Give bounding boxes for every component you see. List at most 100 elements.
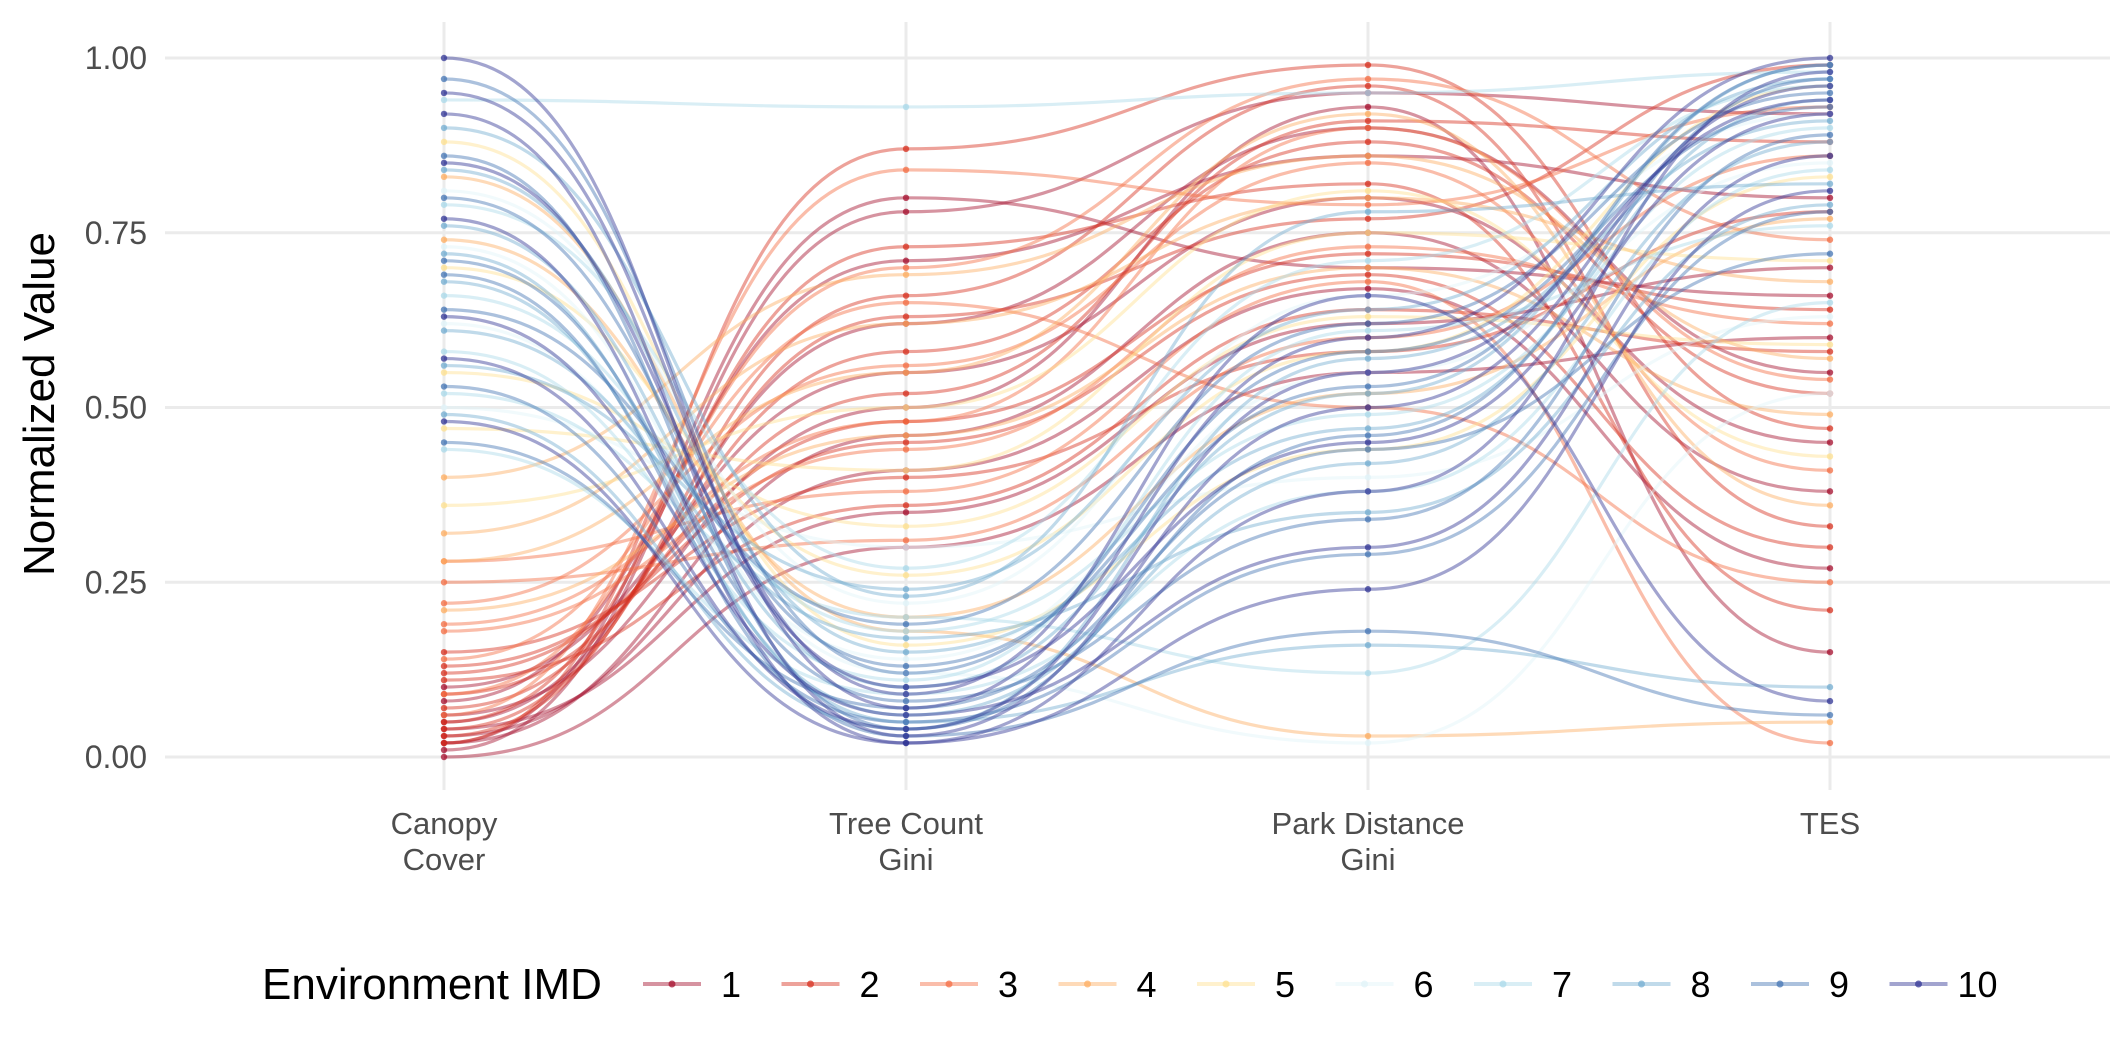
series-2-line-2 bbox=[443, 84, 1831, 738]
series-4-point-4-1 bbox=[902, 271, 910, 278]
series-8-point-1-2 bbox=[1364, 460, 1372, 467]
series-2-point-6-1 bbox=[902, 145, 910, 153]
series-3-point-7-1 bbox=[902, 488, 910, 495]
series-10-point-5-1 bbox=[902, 725, 910, 733]
series-9-line-2 bbox=[443, 133, 1831, 703]
series-7-point-4-0 bbox=[440, 446, 448, 453]
series-9-point-2-3 bbox=[1826, 131, 1834, 139]
series-3-point-7-3 bbox=[1826, 739, 1834, 747]
series-3-point-3-0 bbox=[440, 579, 448, 586]
series-7-point-3-2 bbox=[1364, 257, 1372, 264]
legend-key-point-6 bbox=[1361, 980, 1368, 988]
y-axis-ticks: 0.00 0.25 0.50 0.75 1.00 bbox=[85, 40, 147, 775]
series-7-line-2 bbox=[443, 224, 1831, 682]
series-1-point-7-1 bbox=[902, 509, 910, 516]
series-6-point-3-3 bbox=[1826, 390, 1834, 397]
legend-item-5: 5 bbox=[1197, 964, 1295, 1005]
series-10-line-0 bbox=[443, 56, 1831, 710]
series-2-point-9-2 bbox=[1364, 271, 1372, 278]
series-9-line-5 bbox=[443, 63, 1831, 668]
lines-layer bbox=[443, 56, 1831, 759]
x-tick-label-0: Canopy Cover bbox=[391, 806, 498, 877]
series-8-point-2-0 bbox=[440, 362, 448, 369]
y-tick-label-2: 0.50 bbox=[85, 390, 147, 426]
series-7-point-0-1 bbox=[902, 103, 910, 111]
series-9-line-7 bbox=[443, 273, 1831, 738]
legend-label-3: 3 bbox=[998, 964, 1018, 1005]
series-9-point-4-3 bbox=[1826, 208, 1834, 215]
legend-label-1: 1 bbox=[721, 964, 741, 1005]
series-9-point-3-1 bbox=[902, 620, 910, 628]
series-5-point-3-0 bbox=[440, 264, 448, 271]
series-3-point-0-3 bbox=[1826, 320, 1834, 327]
legend-item-1: 1 bbox=[643, 964, 741, 1005]
series-2-point-6-3 bbox=[1826, 425, 1834, 432]
series-1-point-6-0 bbox=[440, 683, 448, 691]
series-6-point-2-1 bbox=[902, 544, 910, 551]
series-7-point-1-2 bbox=[1364, 411, 1372, 418]
series-8-point-0-1 bbox=[902, 648, 910, 656]
series-1-line-3 bbox=[443, 154, 1831, 703]
series-3-point-7-2 bbox=[1364, 278, 1372, 285]
series-3-point-4-1 bbox=[902, 299, 910, 306]
series-2-point-4-3 bbox=[1826, 607, 1834, 614]
series-10-point-0-3 bbox=[1826, 54, 1834, 62]
series-3-line-1 bbox=[443, 161, 1831, 605]
series-3-point-1-3 bbox=[1826, 467, 1834, 474]
series-6-point-0-3 bbox=[1826, 159, 1834, 167]
series-9-point-7-0 bbox=[440, 271, 448, 278]
series-1-point-3-0 bbox=[440, 697, 448, 705]
series-10-line-3 bbox=[443, 70, 1831, 745]
series-7-point-0-0 bbox=[440, 96, 448, 104]
series-5-line-1 bbox=[443, 315, 1831, 528]
series-8-point-0-0 bbox=[440, 166, 448, 174]
series-2-point-8-0 bbox=[440, 725, 448, 733]
series-4-point-2-3 bbox=[1826, 502, 1834, 509]
series-5-line-4 bbox=[443, 231, 1831, 473]
series-2-point-7-0 bbox=[440, 676, 448, 684]
series-6-point-3-2 bbox=[1364, 739, 1372, 747]
series-8-line-7 bbox=[443, 252, 1831, 724]
series-10-point-7-1 bbox=[902, 690, 910, 698]
series-3-point-5-3 bbox=[1826, 376, 1834, 383]
series-10-point-3-0 bbox=[440, 215, 448, 222]
series-1-line-1 bbox=[443, 126, 1831, 724]
series-4-point-3-2 bbox=[1364, 732, 1372, 740]
series-10-point-5-3 bbox=[1826, 96, 1834, 104]
series-6-line-3 bbox=[443, 245, 1831, 745]
series-3-line-4 bbox=[443, 301, 1831, 661]
series-1-point-3-3 bbox=[1826, 194, 1834, 201]
series-10-point-4-2 bbox=[1364, 544, 1372, 551]
series-2-point-2-2 bbox=[1364, 82, 1372, 90]
series-4-point-3-3 bbox=[1826, 718, 1834, 726]
series-1-point-8-2 bbox=[1364, 103, 1372, 111]
series-1-point-2-0 bbox=[440, 753, 448, 761]
series-6-point-0-1 bbox=[902, 655, 910, 663]
series-10-line-4 bbox=[443, 154, 1831, 717]
series-9-point-7-3 bbox=[1826, 711, 1834, 719]
series-9-point-3-0 bbox=[440, 306, 448, 313]
series-10-point-7-3 bbox=[1826, 697, 1834, 705]
series-4-point-0-2 bbox=[1364, 194, 1372, 201]
series-9-point-1-2 bbox=[1364, 432, 1372, 439]
series-2-point-0-2 bbox=[1364, 138, 1372, 146]
legend-key-point-8 bbox=[1638, 980, 1645, 988]
series-9-point-0-2 bbox=[1364, 348, 1372, 355]
series-2-point-0-0 bbox=[440, 704, 448, 712]
series-4-point-4-3 bbox=[1826, 355, 1834, 362]
series-3-point-0-0 bbox=[440, 627, 448, 635]
series-7-point-2-0 bbox=[440, 348, 448, 355]
legend-label-5: 5 bbox=[1275, 964, 1295, 1005]
series-5-point-4-2 bbox=[1364, 229, 1372, 236]
series-9-point-0-1 bbox=[902, 669, 910, 677]
series-2-line-1 bbox=[443, 252, 1831, 675]
series-9-line-6 bbox=[443, 252, 1831, 710]
series-8-line-5 bbox=[443, 119, 1831, 731]
series-8-point-4-0 bbox=[440, 327, 448, 334]
series-3-point-5-2 bbox=[1364, 124, 1372, 132]
series-4-point-5-1 bbox=[902, 432, 910, 439]
series-3-point-0-2 bbox=[1364, 243, 1372, 250]
series-2-line-3 bbox=[443, 210, 1831, 654]
series-1-line-9 bbox=[443, 196, 1831, 745]
